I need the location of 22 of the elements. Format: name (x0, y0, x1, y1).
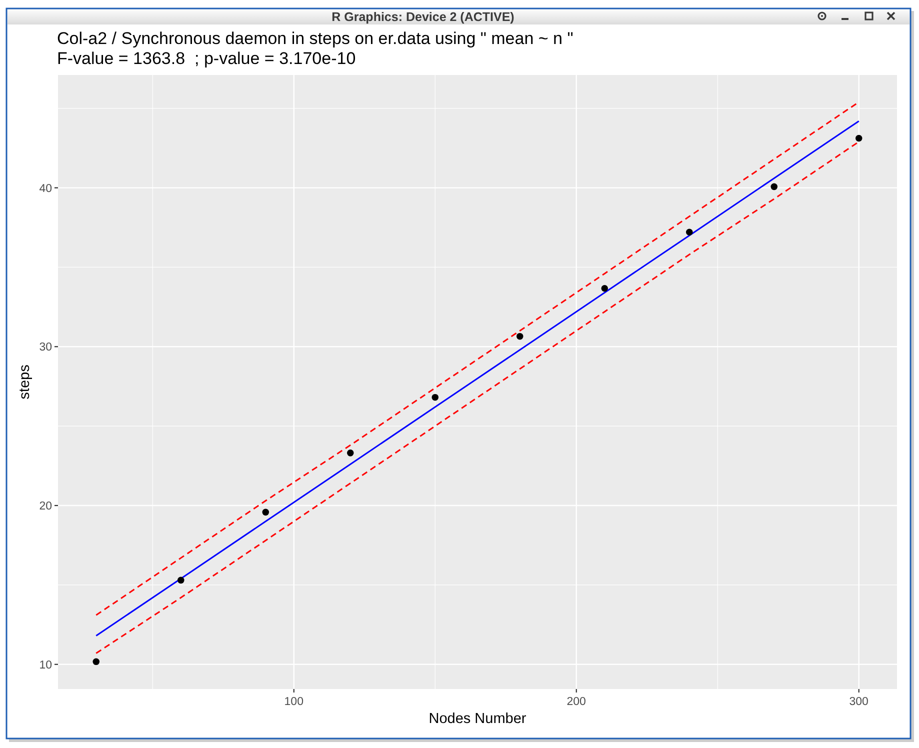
y-tick-label: 20 (39, 500, 52, 513)
x-tick-label: 300 (849, 696, 868, 708)
x-tick-label: 100 (284, 696, 304, 708)
point (770, 183, 778, 190)
chart-subtitle: F-value = 1363.8 ; p-value = 3.170e-10 (57, 49, 356, 68)
point (686, 228, 693, 236)
point (601, 284, 608, 292)
point (178, 576, 184, 584)
text: R Graphics: Device 2 (ACTIVE) (332, 10, 514, 24)
point (855, 134, 862, 142)
x-axis-title: Nodes Number (428, 711, 526, 727)
point (92, 658, 100, 666)
y-tick-label: 30 (39, 342, 52, 354)
y-tick-label: 40 (39, 182, 52, 195)
point (346, 450, 354, 456)
point (516, 332, 524, 340)
point (432, 394, 439, 401)
point (262, 508, 270, 516)
y-axis-title: steps (17, 364, 33, 400)
x-tick-label: 200 (566, 696, 586, 708)
chart-title: Col-a2 / Synchronous daemon in steps on er.data using " mean ~ n " (57, 29, 574, 48)
y-tick-label: 10 (39, 659, 52, 672)
